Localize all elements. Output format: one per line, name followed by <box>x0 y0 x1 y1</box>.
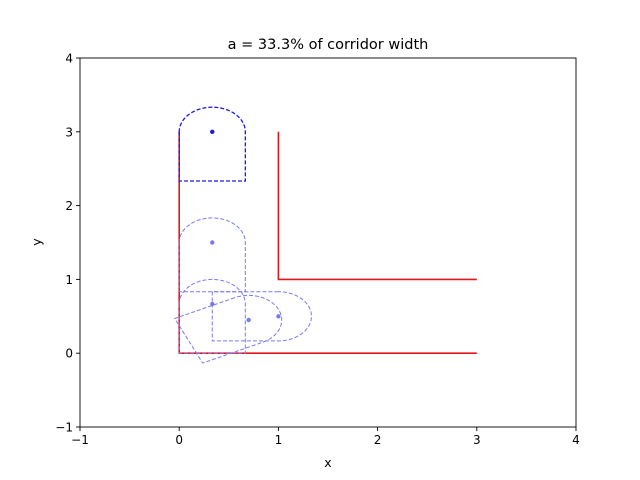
pose-start-center <box>210 129 215 134</box>
outer-wall <box>178 131 477 355</box>
y-tick-label: 2 <box>65 199 73 213</box>
x-tick-label: 2 <box>374 433 382 447</box>
x-tick-label: 3 <box>473 433 481 447</box>
y-tick-label: 3 <box>65 125 73 139</box>
pose-rotating-outline <box>173 294 283 364</box>
x-tick-label: 1 <box>275 433 283 447</box>
y-tick-label: 1 <box>65 273 73 287</box>
pose-start-outline <box>178 106 246 182</box>
y-tick-label: 0 <box>65 347 73 361</box>
pose-rotating-center <box>246 317 251 323</box>
y-axis-label: y <box>29 238 44 246</box>
y-tick-label: 4 <box>65 52 73 66</box>
plot-area <box>173 106 477 364</box>
pose-mid-vertical-outline <box>178 217 246 293</box>
axes: −1 0 1 2 3 4 −1 0 1 2 3 4 <box>55 52 580 448</box>
pose-mid-vertical-center <box>210 240 215 245</box>
pose-horizontal-center <box>276 314 281 319</box>
x-tick-label: 0 <box>175 433 183 447</box>
axes-frame <box>79 57 577 428</box>
x-tick-label: −1 <box>71 433 89 447</box>
pose-horizontal-outline <box>211 291 312 342</box>
inner-wall <box>277 131 477 281</box>
y-tick-label: −1 <box>55 421 73 435</box>
x-axis-label: x <box>324 455 331 470</box>
x-tick-label: 4 <box>572 433 580 447</box>
pose-corner-outline <box>178 278 246 354</box>
chart-title: a = 33.3% of corridor width <box>228 37 429 53</box>
